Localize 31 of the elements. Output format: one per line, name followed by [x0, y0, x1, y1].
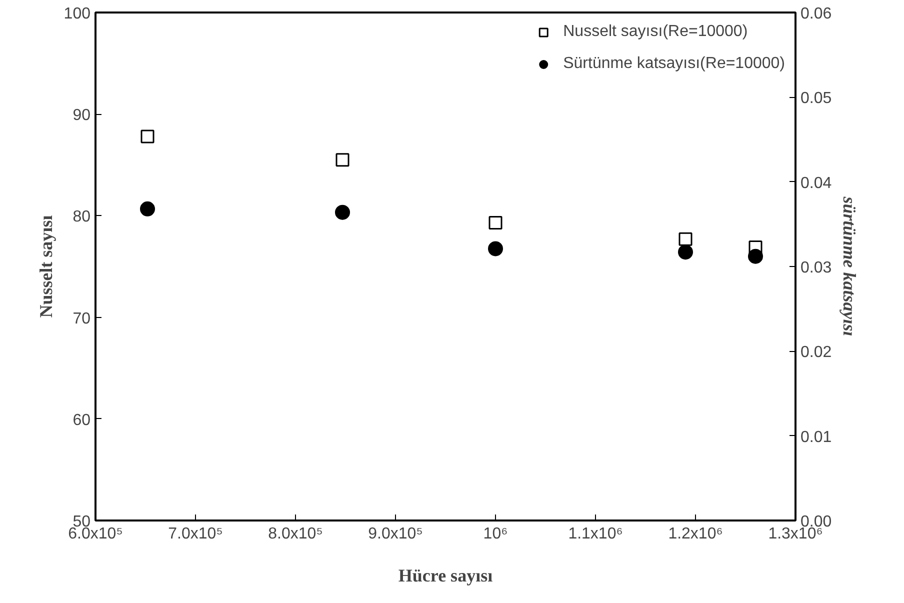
y2-tick-label: 0.04	[800, 174, 832, 192]
y-tick-label: 100	[64, 6, 91, 22]
x-tick-label: 10⁶	[483, 526, 508, 542]
point	[336, 153, 350, 167]
y-tick-label: 70	[72, 310, 91, 328]
y2-tick-label: 0.01	[800, 428, 832, 446]
y2-tick-label: 0.02	[800, 344, 832, 362]
point	[678, 244, 693, 260]
point	[488, 241, 503, 256]
y2-tick-label: 0.06	[800, 6, 832, 22]
x-tick-label: 9.0x10⁵	[368, 526, 423, 542]
y2-axis-title: sürtünme katsayısı	[840, 196, 860, 336]
point	[488, 216, 502, 230]
y-tick-label: 60	[72, 412, 91, 429]
x-tick-label: 7.0x10⁵	[168, 526, 223, 542]
y-tick-label: 90	[72, 107, 91, 124]
x-tick-label: 1.1x10⁶	[568, 526, 623, 542]
point	[335, 204, 350, 220]
x-axis-title: Hücre sayısı	[398, 566, 493, 586]
y2-tick-label: 0.05	[800, 90, 832, 108]
point	[678, 232, 692, 246]
point	[140, 130, 154, 144]
point	[748, 248, 763, 264]
legend-label: Sürtünme katsayısı(Re=10000)	[563, 55, 785, 73]
point	[140, 201, 155, 216]
x-tick-label: 1.2x10⁶	[668, 526, 723, 542]
y-axis-title: Nusselt sayısı	[36, 215, 56, 318]
y-tick-label: 80	[72, 208, 91, 226]
x-tick-label: 8.0x10⁵	[268, 526, 323, 542]
legend-label: Nusselt sayısı(Re=10000)	[563, 23, 748, 41]
y2-tick-label: 0.03	[800, 260, 832, 276]
